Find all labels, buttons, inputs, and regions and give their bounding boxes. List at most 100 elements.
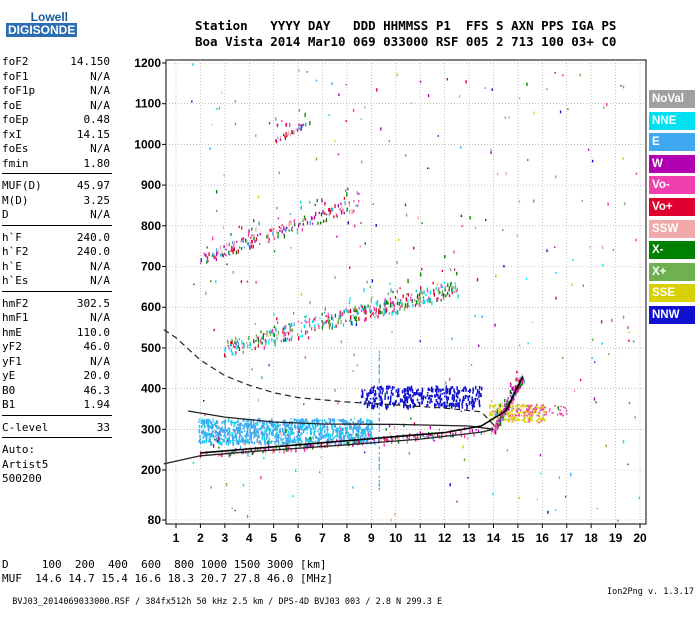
data-point [253, 339, 255, 344]
data-point [451, 397, 454, 400]
data-point [461, 390, 463, 392]
data-point [285, 131, 287, 135]
data-point [293, 219, 296, 223]
param-value: N/A [90, 311, 110, 324]
data-point [243, 342, 245, 345]
data-point [243, 440, 246, 443]
data-point [591, 159, 594, 163]
data-point [325, 421, 327, 425]
data-point [389, 397, 392, 402]
data-point [213, 255, 215, 260]
data-point [287, 429, 289, 431]
param-label: fmin [2, 156, 29, 170]
data-point [379, 305, 381, 309]
data-point [440, 397, 443, 401]
data-point [233, 240, 236, 246]
data-point [235, 421, 238, 424]
data-point [512, 392, 514, 396]
data-point [521, 380, 524, 384]
data-point [559, 110, 562, 114]
data-point [529, 411, 532, 413]
data-point [393, 303, 395, 308]
data-point [528, 411, 531, 414]
data-point [286, 443, 288, 446]
legend-item-w: W [649, 154, 695, 173]
data-point [451, 393, 454, 397]
data-point [453, 291, 455, 294]
data-point [305, 425, 308, 429]
data-point [255, 422, 257, 425]
data-point [410, 296, 412, 302]
data-point [458, 390, 461, 394]
param-row: foEs N/A [2, 142, 110, 156]
data-point [501, 412, 504, 416]
data-point [538, 407, 540, 409]
data-point [525, 405, 528, 408]
data-point [546, 249, 548, 253]
data-point [446, 395, 448, 400]
data-point [243, 246, 245, 249]
data-point [416, 389, 418, 393]
data-point [229, 254, 231, 256]
data-point [233, 424, 235, 428]
data-point [378, 438, 380, 441]
data-point [239, 428, 242, 431]
data-point [367, 394, 370, 397]
data-point [549, 408, 551, 410]
data-point [266, 332, 268, 337]
data-point [240, 422, 242, 426]
data-point [531, 411, 533, 414]
data-point [557, 406, 560, 410]
data-point [427, 94, 430, 98]
data-point [216, 431, 218, 436]
y-tick-label: 300 [141, 422, 161, 436]
data-point [322, 219, 325, 223]
data-point [450, 283, 452, 288]
data-point [464, 394, 467, 399]
data-point [548, 410, 551, 412]
data-point [236, 427, 239, 432]
data-point [300, 292, 303, 296]
data-point [373, 311, 375, 315]
data-point [303, 447, 306, 452]
data-point [285, 122, 288, 127]
data-point [594, 361, 596, 363]
data-point [505, 419, 507, 421]
data-point [259, 427, 261, 431]
data-point [465, 402, 468, 407]
data-point [440, 403, 443, 407]
data-point [326, 428, 329, 431]
legend-item-nnw: NNW [649, 306, 695, 324]
data-point [358, 306, 360, 310]
data-point [264, 430, 266, 435]
data-point [369, 285, 371, 289]
param-label: h`Es [2, 274, 29, 287]
data-point [304, 426, 307, 430]
data-point [221, 421, 224, 424]
data-point [340, 441, 342, 445]
profile-solid-line [163, 410, 494, 465]
data-point [335, 428, 338, 432]
data-point [204, 431, 206, 434]
data-point [281, 441, 283, 443]
data-point [290, 448, 292, 453]
data-point [424, 396, 427, 400]
data-point [512, 412, 515, 415]
data-point [328, 320, 330, 324]
data-point [331, 82, 333, 85]
data-point [305, 122, 307, 127]
data-point [543, 409, 545, 411]
x-tick-label: 18 [584, 531, 598, 545]
data-point [394, 400, 397, 405]
data-point [294, 419, 297, 421]
data-point [369, 305, 371, 308]
data-point [292, 439, 294, 443]
data-point [240, 438, 243, 443]
data-point [246, 240, 248, 245]
data-point [378, 480, 380, 483]
station-header: Station YYYY DAY DDD HHMMSS P1 FFS S AXN… [195, 18, 616, 50]
data-point [214, 256, 216, 259]
data-point [371, 405, 373, 410]
data-point [448, 377, 451, 381]
data-point [369, 398, 372, 400]
